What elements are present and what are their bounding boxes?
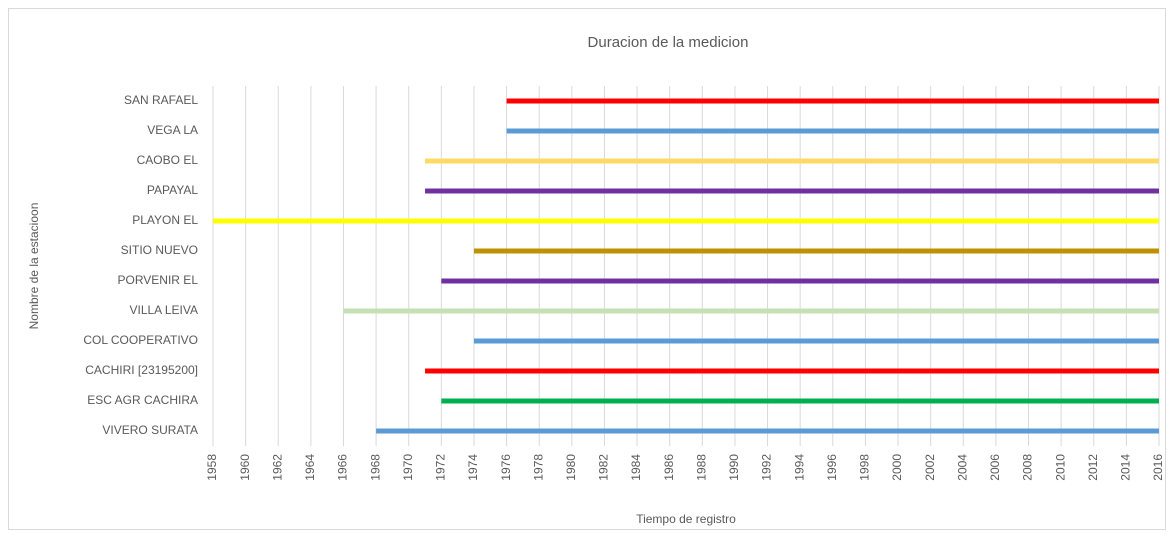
y-tick-label: VEGA LA <box>147 123 198 137</box>
x-tick-label: 2014 <box>1119 454 1133 481</box>
x-tick-label: 1960 <box>238 454 252 481</box>
x-tick-label: 2006 <box>988 454 1002 481</box>
x-tick-label: 2002 <box>923 454 937 481</box>
x-tick-label: 1974 <box>466 454 480 481</box>
x-tick-label: 1976 <box>499 454 513 481</box>
chart-title: Duracion de la medicion <box>588 34 749 51</box>
x-tick-label: 1970 <box>401 454 415 481</box>
x-tick-label: 2000 <box>890 454 904 481</box>
y-tick-label: ESC AGR CACHIRA <box>87 393 198 407</box>
x-tick-label: 1982 <box>597 454 611 481</box>
x-tick-label: 1972 <box>434 454 448 481</box>
x-tick-label: 1962 <box>270 454 284 481</box>
x-tick-label: 2010 <box>1053 454 1067 481</box>
y-tick-label: SITIO NUEVO <box>121 243 198 257</box>
y-tick-label: PORVENIR EL <box>118 273 199 287</box>
x-tick-label: 1986 <box>662 454 676 481</box>
x-axis-label: Tiempo de registro <box>636 512 736 526</box>
y-tick-label: PLAYON EL <box>132 213 198 227</box>
x-tick-label: 1966 <box>336 454 350 481</box>
y-tick-label: VILLA LEIVA <box>130 303 199 317</box>
x-tick-label: 1964 <box>303 454 317 481</box>
y-tick-label: PAPAYAL <box>147 183 198 197</box>
x-tick-label: 1990 <box>727 454 741 481</box>
x-tick-label: 1998 <box>858 454 872 481</box>
x-tick-label: 2016 <box>1151 454 1165 481</box>
x-tick-label: 1968 <box>368 454 382 481</box>
y-tick-label: VIVERO SURATA <box>102 423 198 437</box>
y-tick-label: COL COOPERATIVO <box>83 333 198 347</box>
x-tick-label: 2012 <box>1086 454 1100 481</box>
x-tick-label: 2008 <box>1021 454 1035 481</box>
x-tick-label: 2004 <box>955 454 969 481</box>
x-tick-label: 1958 <box>205 454 219 481</box>
chart-border <box>8 8 1166 530</box>
x-tick-label: 1978 <box>531 454 545 481</box>
y-tick-label: CAOBO EL <box>137 153 199 167</box>
y-tick-label: SAN RAFAEL <box>124 93 198 107</box>
x-tick-label: 1988 <box>694 454 708 481</box>
x-tick-label: 1994 <box>792 454 806 481</box>
x-tick-label: 1980 <box>564 454 578 481</box>
x-tick-label: 1984 <box>629 454 643 481</box>
y-tick-label: CACHIRI [23195200] <box>85 363 198 377</box>
x-tick-label: 1992 <box>760 454 774 481</box>
y-axis-label: Nombre de la estacioon <box>27 203 41 330</box>
x-tick-label: 1996 <box>825 454 839 481</box>
